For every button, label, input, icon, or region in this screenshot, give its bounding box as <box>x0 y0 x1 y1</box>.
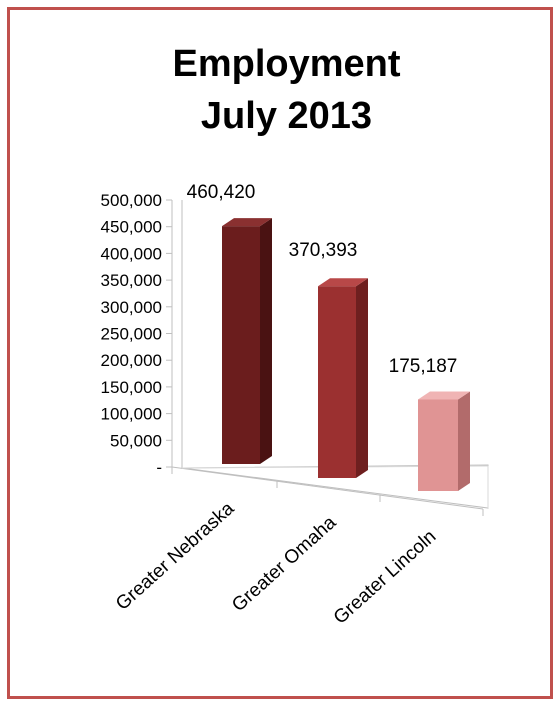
chart-title: Employment July 2013 <box>0 38 559 142</box>
chart-title-line-1: Employment <box>172 43 401 85</box>
y-tick-label: 400,000 <box>101 244 162 263</box>
bar <box>318 278 368 478</box>
y-tick-label: - <box>156 458 162 477</box>
x-axis-line <box>171 466 484 510</box>
bar <box>222 218 272 464</box>
x-tick-label: Greater Nebraska <box>112 498 239 615</box>
data-labels: 460,420 370,393 175,187 <box>187 182 458 377</box>
y-tick-label: 500,000 <box>101 191 162 210</box>
y-tick-label: 100,000 <box>101 405 162 424</box>
y-tick-label: 50,000 <box>110 431 162 450</box>
chart-frame <box>7 7 553 699</box>
y-tick-label: 300,000 <box>101 298 162 317</box>
chart-title-line-2: July 2013 <box>200 95 373 137</box>
x-tick-label: Greater Omaha <box>228 512 340 616</box>
data-label: 370,393 <box>289 240 358 261</box>
y-tick-label: 150,000 <box>101 378 162 397</box>
bar <box>418 391 470 491</box>
x-tick-label: Greater Lincoln <box>330 526 441 629</box>
y-axis: - 50,000 100,000 150,000 200,000 250,000 300,0… <box>101 191 173 477</box>
y-tick-label: 450,000 <box>101 218 162 237</box>
data-label: 175,187 <box>389 356 458 377</box>
y-tick-label: 200,000 <box>101 351 162 370</box>
bar-series <box>222 218 470 491</box>
y-tick-label: 250,000 <box>101 325 162 344</box>
y-tick-label: 350,000 <box>101 271 162 290</box>
data-label: 460,420 <box>187 182 256 203</box>
